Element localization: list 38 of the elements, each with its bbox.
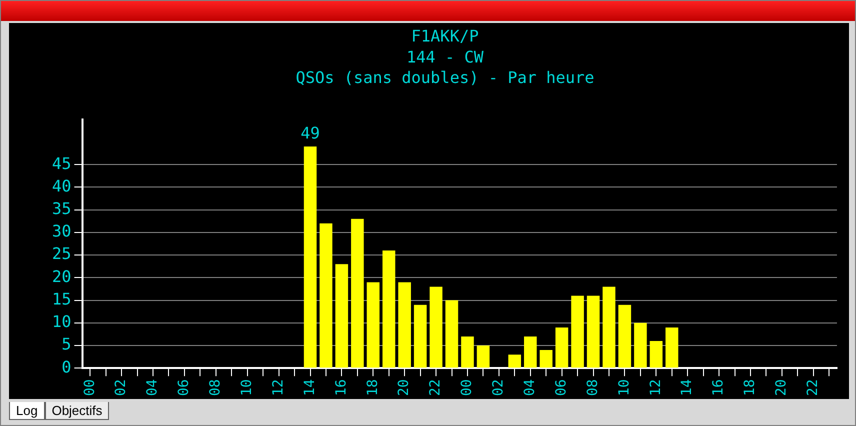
x-tick-label: 00 xyxy=(82,379,98,396)
x-tick-label: 06 xyxy=(176,379,192,396)
x-tick-label: 02 xyxy=(490,379,507,396)
y-tick-label: 45 xyxy=(52,154,72,173)
x-tick-label: 12 xyxy=(648,379,664,396)
x-tick-label: 04 xyxy=(144,379,161,396)
x-tick-label: 20 xyxy=(774,379,790,396)
x-tick-label: 22 xyxy=(428,379,444,396)
x-tick-label: 16 xyxy=(333,379,350,396)
x-tick-label: 02 xyxy=(113,379,130,396)
y-tick-label: 15 xyxy=(52,289,72,308)
y-tick-label: 40 xyxy=(52,176,72,196)
x-tick-label: 12 xyxy=(270,379,286,396)
x-tick-label: 08 xyxy=(208,379,224,396)
chart-subtitle: 144 - CW xyxy=(406,47,484,66)
x-tick-label: 04 xyxy=(522,379,538,396)
y-tick-label: 25 xyxy=(52,244,72,264)
y-tick-label: 10 xyxy=(52,312,72,332)
y-tick-label: 30 xyxy=(52,222,72,241)
x-tick-label: 06 xyxy=(553,379,570,396)
x-tick-label: 00 xyxy=(459,379,476,396)
y-tick-label: 0 xyxy=(62,357,72,376)
x-tick-label: 10 xyxy=(616,379,632,396)
data-label: 49 xyxy=(300,124,320,143)
y-tick-label: 20 xyxy=(52,266,72,286)
y-tick-label: 35 xyxy=(52,199,72,218)
x-tick-label: 14 xyxy=(679,379,696,396)
x-tick-label: 18 xyxy=(742,379,758,396)
x-tick-label: 10 xyxy=(239,379,255,396)
x-tick-label: 18 xyxy=(364,379,381,396)
x-tick-label: 20 xyxy=(396,379,412,396)
text: QSOs (sans doubles) - Par heure xyxy=(296,68,594,88)
chart-title: F1AKK/P xyxy=(411,26,479,46)
x-tick-label: 16 xyxy=(710,379,727,396)
y-tick-label: 5 xyxy=(62,334,72,354)
x-tick-label: 22 xyxy=(805,379,822,396)
x-tick-label: 08 xyxy=(584,379,601,396)
x-tick-label: 14 xyxy=(302,379,318,396)
